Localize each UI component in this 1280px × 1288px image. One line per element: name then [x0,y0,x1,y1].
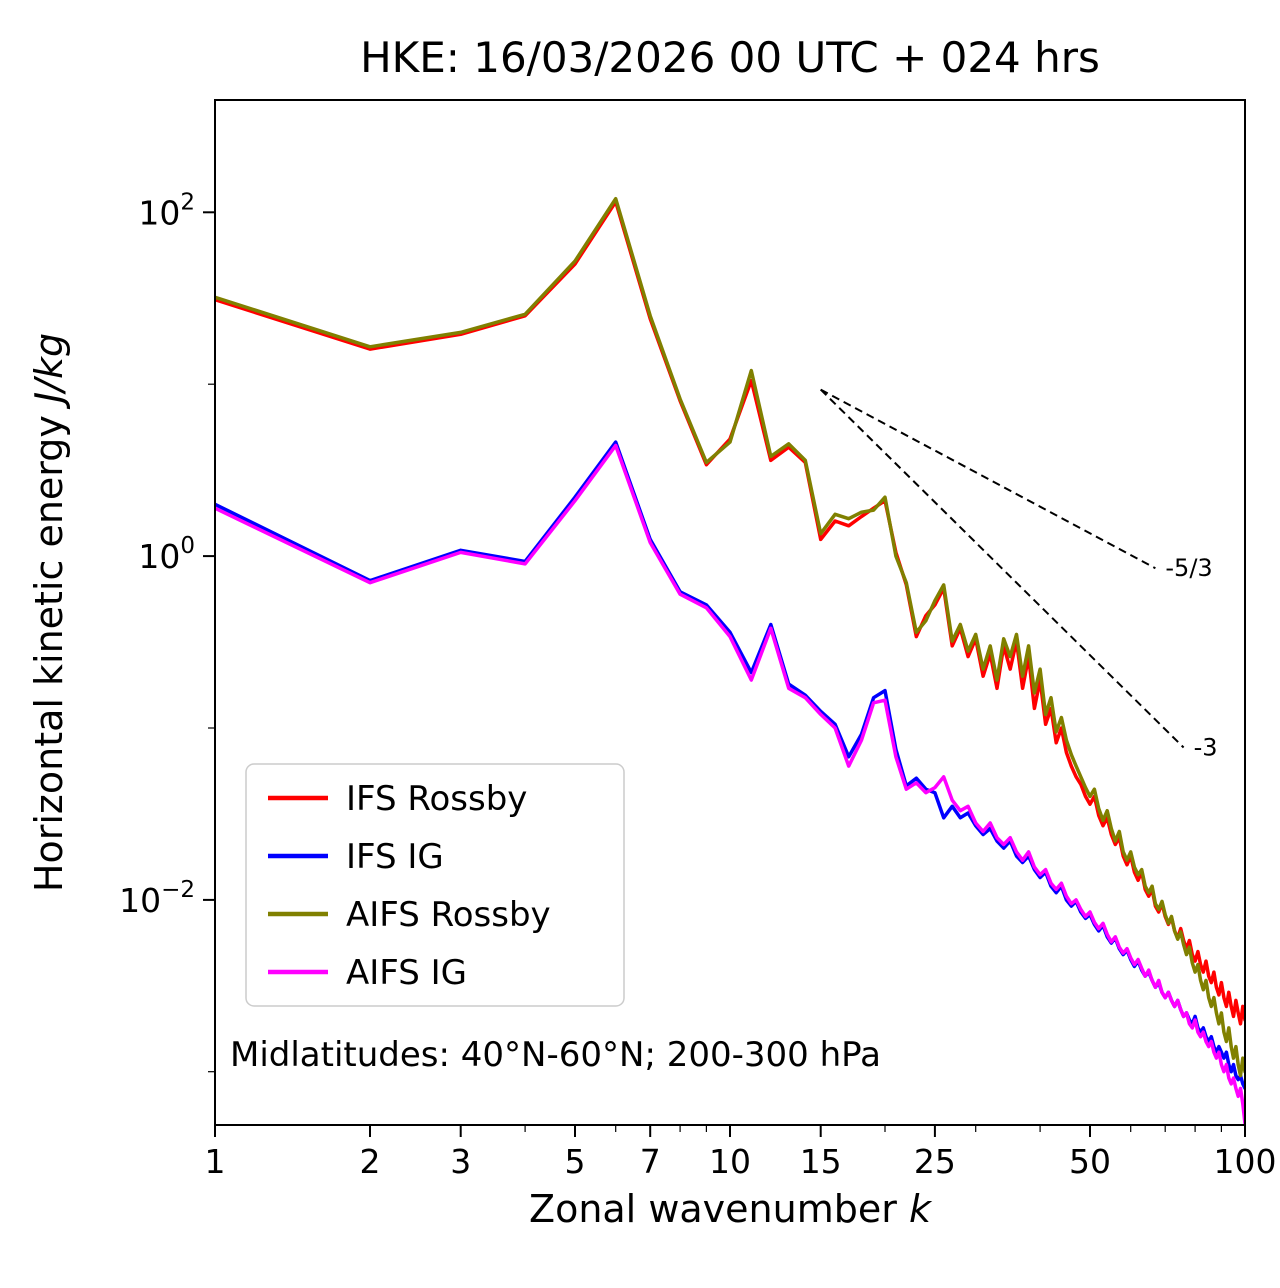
y-axis-ticks: 102 100 10−2 [119,189,215,1073]
slope-label: -5/3 [1165,554,1212,582]
x-axis-ticks: 1 2 3 5 7 10 15 25 50 100 [205,1125,1277,1181]
x-tick-label: 50 [1069,1142,1111,1181]
x-tick-label: 1 [205,1142,226,1181]
series-lines [215,196,1245,1125]
chart-title: HKE: 16/03/2026 00 UTC + 024 hrs [360,33,1100,82]
legend-label: IFS IG [346,837,444,877]
legend-label: IFS Rossby [346,779,527,819]
legend-label: AIFS Rossby [346,895,551,935]
region-annotation: Midlatitudes: 40°N-60°N; 200-300 hPa [230,1035,881,1075]
series-ifs-rossby [215,200,1245,1026]
x-tick-label: 15 [800,1142,842,1181]
slope-line [820,388,1156,570]
legend-box [245,763,625,1007]
series-aifs-rossby [215,196,1245,1078]
x-tick-label: 100 [1214,1142,1277,1181]
y-tick-label: 102 [138,189,195,232]
y-tick-label: 100 [138,533,195,576]
x-tick-label: 25 [914,1142,956,1181]
x-tick-label: 10 [709,1142,751,1181]
legend: IFS Rossby IFS IG AIFS Rossby AIFS IG [245,763,625,1007]
slope-line [819,388,1185,749]
x-tick-label: 3 [450,1142,471,1181]
y-tick-label: 10−2 [119,877,195,920]
legend-label: AIFS IG [346,953,467,993]
x-axis-label: Zonal wavenumber k [529,1187,933,1231]
slope-reference-lines: -5/3 -3 [819,388,1218,762]
slope-label: -3 [1194,734,1218,762]
y-axis-label: Horizontal kinetic energy J/kg [27,333,71,892]
x-tick-label: 5 [565,1142,586,1181]
x-tick-label: 2 [360,1142,381,1181]
series-aifs-ig [215,443,1245,1125]
x-tick-label: 7 [640,1142,661,1181]
